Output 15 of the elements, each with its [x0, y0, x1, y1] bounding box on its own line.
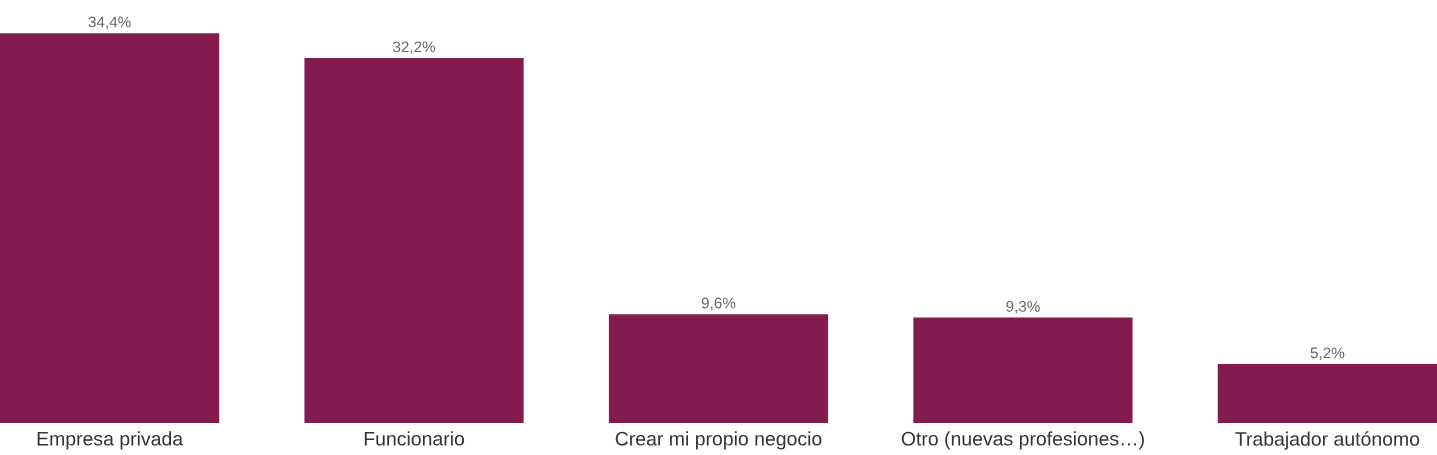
- bar: [1217, 364, 1437, 423]
- data-label: 9,6%: [701, 297, 736, 311]
- data-label: 5,2%: [1310, 347, 1345, 361]
- x-tick-label: Crear mi propio negocio: [615, 431, 822, 450]
- x-tick-label: Funcionario: [364, 431, 465, 446]
- bar: [913, 317, 1133, 423]
- data-label: 9,3%: [1006, 300, 1040, 314]
- data-label: 32,2%: [392, 41, 436, 55]
- x-tick-label: Otro (nuevas profesiones…): [901, 431, 1144, 450]
- x-tick-label: Trabajador autónomo: [1235, 431, 1420, 450]
- x-tick-label: Empresa privada: [37, 431, 184, 450]
- bar: [0, 33, 220, 423]
- bar: [608, 314, 829, 423]
- data-label: 34,4%: [88, 16, 131, 30]
- bar: [304, 58, 524, 423]
